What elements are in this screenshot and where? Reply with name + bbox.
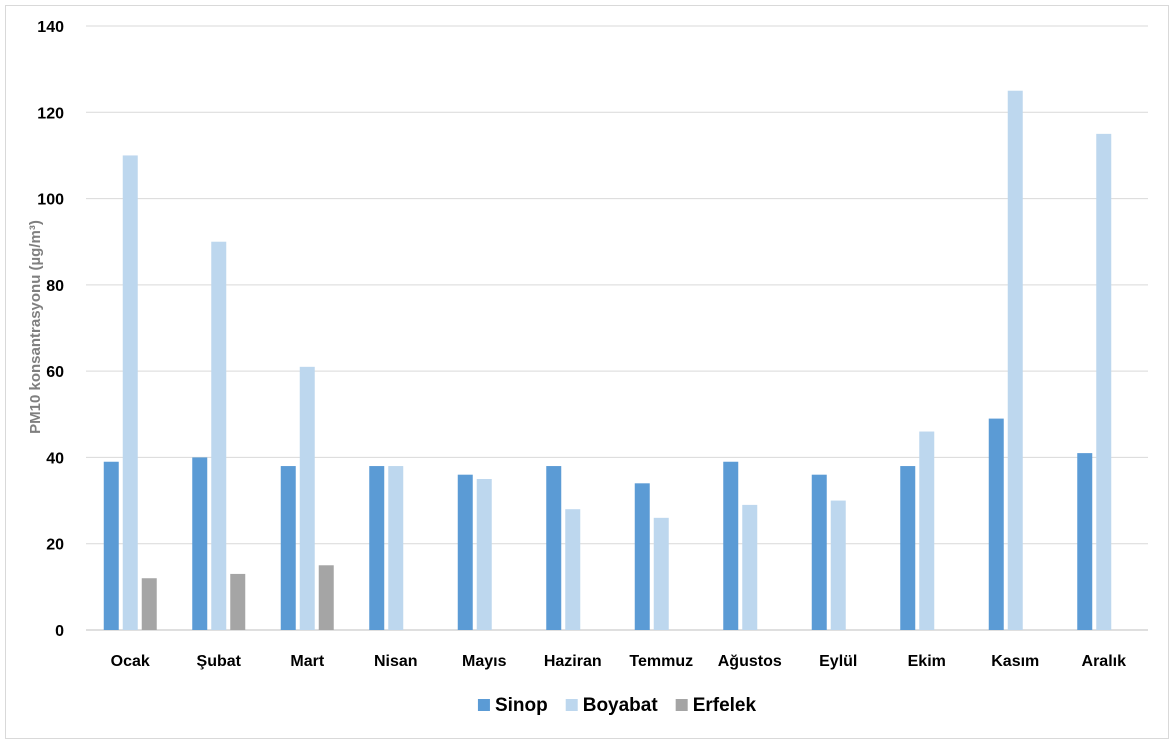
- x-tick-label: Ocak: [111, 653, 150, 670]
- x-axis-ticks: Ocak Şubat Mart Nisan Mayıs Haziran Temmuz Ağus…: [111, 653, 1126, 670]
- bar-boyabat-3: [388, 466, 404, 630]
- legend-item-erfelek: Erfelek: [675, 695, 757, 716]
- bar-erfelek-1: [230, 573, 246, 630]
- y-tick-label: 60: [46, 364, 64, 381]
- x-tick-label: Nisan: [374, 653, 418, 670]
- bar-erfelek-0: [141, 578, 157, 630]
- gridlines: [86, 25, 1148, 631]
- legend-swatch: [477, 699, 490, 711]
- x-tick-label: Şubat: [197, 653, 242, 670]
- y-tick-label: 120: [37, 105, 64, 122]
- bar-sinop-0: [103, 461, 119, 630]
- x-tick-label: Ağustos: [718, 653, 782, 670]
- x-tick-label: Mayıs: [462, 653, 507, 670]
- bar-sinop-9: [900, 466, 916, 630]
- bar-boyabat-0: [122, 155, 138, 630]
- x-tick-label: Mart: [290, 653, 324, 670]
- y-tick-label: 100: [37, 192, 64, 209]
- x-tick-label: Temmuz: [629, 653, 693, 670]
- legend-swatch: [675, 699, 688, 711]
- bar-boyabat-1: [211, 241, 227, 630]
- bar-boyabat-10: [1007, 90, 1023, 630]
- legend-label: Erfelek: [693, 695, 757, 716]
- bar-sinop-5: [546, 466, 562, 630]
- bar-boyabat-4: [476, 479, 492, 630]
- y-tick-label: 140: [37, 19, 64, 36]
- y-axis-label: PM10 konsantrasyonu (µg/m³): [27, 220, 44, 434]
- y-tick-label: 20: [46, 537, 64, 554]
- bar-sinop-1: [192, 457, 208, 630]
- bar-sinop-7: [723, 461, 739, 630]
- bar-boyabat-6: [653, 517, 669, 630]
- bar-boyabat-9: [919, 431, 935, 630]
- bar-sinop-2: [280, 466, 296, 630]
- bar-sinop-8: [811, 474, 827, 630]
- bar-boyabat-2: [299, 366, 315, 630]
- legend-label: Sinop: [495, 695, 548, 716]
- bar-boyabat-7: [742, 504, 758, 630]
- x-tick-label: Ekim: [908, 653, 946, 670]
- legend-item-boyabat: Boyabat: [565, 695, 659, 716]
- y-tick-label: 80: [46, 278, 64, 295]
- bar-boyabat-8: [830, 500, 846, 630]
- y-tick-label: 0: [55, 623, 64, 640]
- legend-label: Boyabat: [583, 695, 659, 716]
- bar-boyabat-11: [1096, 133, 1112, 630]
- x-tick-label: Haziran: [544, 653, 602, 670]
- bar-sinop-6: [634, 483, 650, 630]
- x-tick-label: Eylül: [819, 653, 857, 670]
- y-axis-ticks: 0 20 40 60 80 100 120 140: [37, 19, 64, 640]
- bars: [103, 90, 1112, 630]
- bar-erfelek-2: [318, 565, 334, 630]
- bar-sinop-3: [369, 466, 385, 630]
- bar-sinop-10: [988, 418, 1004, 630]
- bar-sinop-4: [457, 474, 473, 630]
- x-tick-label: Kasım: [991, 653, 1039, 670]
- x-tick-label: Aralık: [1082, 653, 1127, 670]
- bar-boyabat-5: [565, 509, 581, 630]
- y-tick-label: 40: [46, 450, 64, 467]
- legend: Sinop Boyabat Erfelek: [477, 695, 757, 716]
- legend-swatch: [565, 699, 578, 711]
- legend-item-sinop: Sinop: [477, 695, 548, 716]
- bar-sinop-11: [1077, 453, 1093, 630]
